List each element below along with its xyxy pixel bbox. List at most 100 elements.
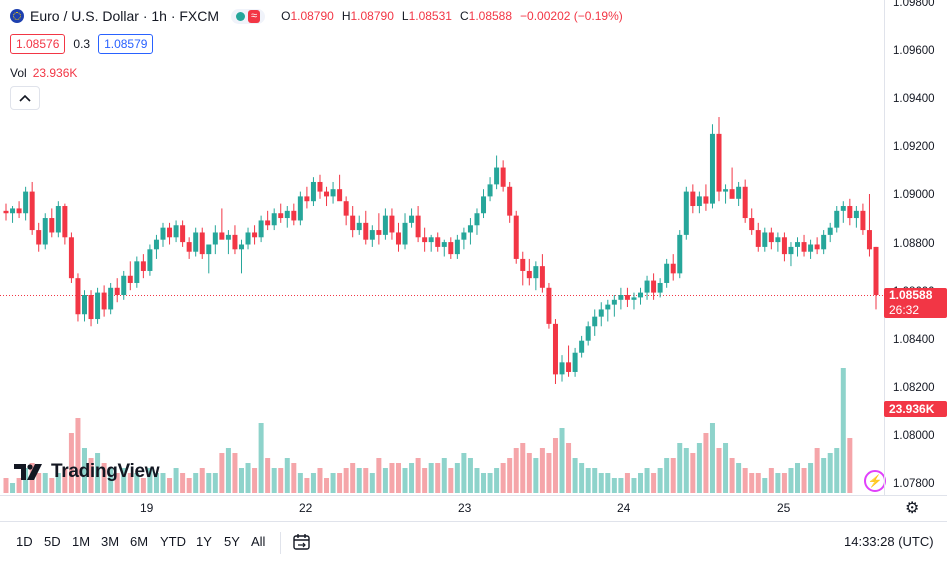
volume-bar: [49, 478, 55, 493]
volume-bar: [566, 443, 572, 493]
candlestick-chart[interactable]: [0, 0, 884, 495]
volume-bar: [252, 468, 258, 493]
volume-bar: [350, 463, 356, 493]
symbol-title[interactable]: Euro / U.S. Dollar · 1h · FXCM: [30, 8, 220, 24]
collapse-legend-button[interactable]: [10, 86, 40, 110]
price-axis[interactable]: 1.09800 1.09600 1.09400 1.09200 1.09000 1.088…: [884, 0, 947, 495]
timeframe-1d-button[interactable]: 1D: [16, 534, 33, 549]
candle: [10, 206, 16, 223]
volume-bar: [795, 463, 801, 493]
candle: [624, 287, 630, 308]
candle: [101, 285, 107, 317]
volume-bar: [709, 423, 715, 493]
timeframe-5y-button[interactable]: 5Y: [224, 534, 240, 549]
volume-bar: [827, 453, 833, 493]
volume-bar: [271, 468, 277, 493]
candle: [703, 184, 709, 211]
volume-axis-label: 23.936K: [884, 401, 947, 417]
market-status-badge[interactable]: ≈: [231, 8, 266, 24]
volume-bar: [369, 473, 375, 493]
volume-bar: [219, 453, 225, 493]
candle: [265, 210, 271, 231]
volume-bar: [775, 473, 781, 493]
candle: [95, 287, 101, 324]
candle: [3, 203, 9, 221]
volume-bar: [781, 473, 787, 493]
volume-bar: [356, 468, 362, 493]
timeframe-5d-button[interactable]: 5D: [44, 534, 61, 549]
price-tick: 1.09800: [893, 0, 935, 9]
bid-price-box[interactable]: 1.08576: [10, 34, 66, 54]
volume-bar: [88, 458, 94, 493]
volume-bar: [278, 468, 284, 493]
volume-bar: [454, 463, 460, 493]
volume-bar: [245, 463, 251, 493]
time-axis[interactable]: 19 22 23 24 25 ⚙: [0, 495, 947, 521]
candle: [278, 203, 284, 223]
candle: [36, 222, 42, 252]
volume-bar: [467, 458, 473, 493]
divider: [280, 532, 281, 554]
flash-icon[interactable]: ⚡: [864, 470, 886, 492]
volume-bar: [140, 478, 146, 493]
volume-bar: [382, 468, 388, 493]
tradingview-logo[interactable]: TradingView: [14, 461, 160, 483]
volume-bar: [212, 473, 218, 493]
volume-bar: [173, 468, 179, 493]
volume-bar: [618, 478, 624, 493]
candle: [415, 206, 421, 243]
volume-bar: [324, 478, 330, 493]
volume-bar: [664, 458, 670, 493]
volume-bar: [520, 443, 526, 493]
candle: [494, 155, 500, 190]
volume-bar: [42, 473, 48, 493]
volume-bar: [291, 463, 297, 493]
candle: [709, 124, 715, 209]
volume-value: 23.936K: [32, 66, 78, 80]
price-tick: 1.07800: [893, 478, 935, 490]
candle: [232, 225, 238, 255]
volume-bar: [474, 468, 480, 493]
volume-bar: [258, 423, 264, 493]
candle: [395, 222, 401, 252]
candle: [461, 227, 467, 250]
volume-bar: [337, 473, 343, 493]
settings-gear-icon[interactable]: ⚙: [905, 500, 920, 517]
candle: [252, 225, 258, 245]
ask-price-box[interactable]: 1.08579: [98, 34, 154, 54]
timeframe-1m-button[interactable]: 1M: [72, 534, 91, 549]
candle: [821, 230, 827, 255]
volume-bar: [808, 463, 814, 493]
volume-bar: [435, 463, 441, 493]
candle: [847, 198, 853, 226]
volume-bar: [494, 468, 500, 493]
candle: [467, 218, 473, 245]
candle: [454, 234, 460, 259]
volume-bar: [821, 458, 827, 493]
utc-clock[interactable]: 14:33:28 (UTC): [844, 534, 934, 549]
timeframe-3m-button[interactable]: 3M: [101, 534, 120, 549]
chart-area[interactable]: Euro / U.S. Dollar · 1h · FXCM ≈ O1.0879…: [0, 0, 886, 495]
price-tick: 1.09600: [893, 45, 935, 58]
timeframe-1y-button[interactable]: 1Y: [196, 534, 212, 549]
volume-bar: [395, 463, 401, 493]
volume-bar: [749, 473, 755, 493]
volume-bar: [186, 478, 192, 493]
timeframe-ytd-button[interactable]: YTD: [160, 534, 186, 549]
candle: [108, 282, 114, 315]
candle: [552, 319, 558, 384]
candle: [873, 246, 879, 310]
volume-bar: [755, 473, 761, 493]
volume-bar: [546, 453, 552, 493]
timeframe-6m-button[interactable]: 6M: [130, 534, 149, 549]
candle: [500, 160, 506, 192]
date-range-calendar-icon[interactable]: [292, 532, 312, 552]
candle: [160, 222, 166, 247]
volume-bar: [422, 468, 428, 493]
candle: [121, 270, 127, 300]
candle: [49, 208, 55, 238]
timeframe-all-button[interactable]: All: [251, 534, 266, 549]
candle: [657, 278, 663, 298]
candle: [618, 287, 624, 310]
candle: [324, 186, 330, 207]
